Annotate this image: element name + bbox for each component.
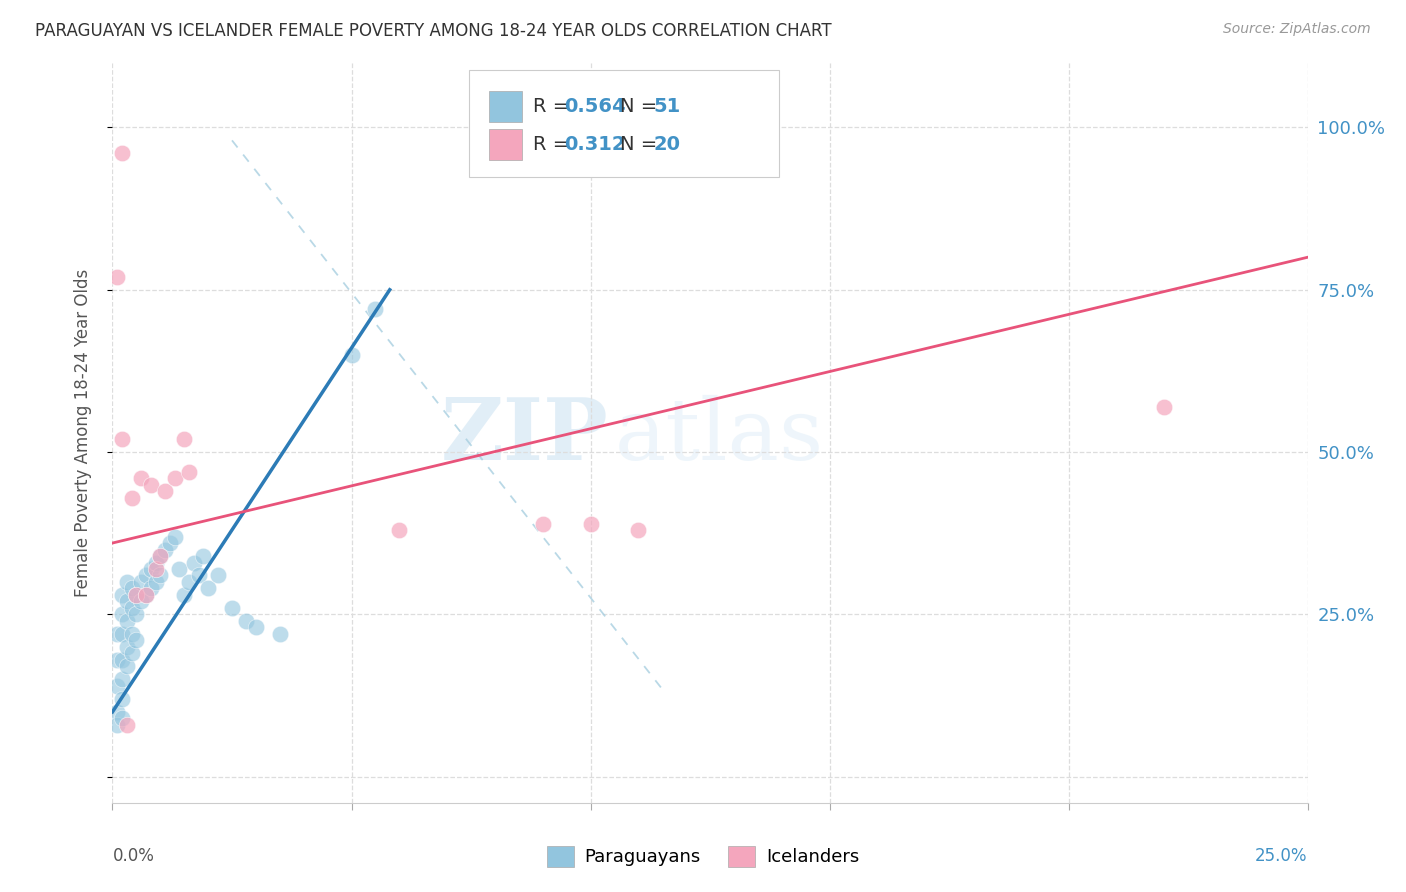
Text: 0.0%: 0.0% <box>112 847 155 865</box>
Point <box>627 523 650 537</box>
Point <box>153 542 176 557</box>
Point <box>129 574 152 589</box>
Y-axis label: Female Poverty Among 18-24 Year Olds: Female Poverty Among 18-24 Year Olds <box>73 268 91 597</box>
Text: atlas: atlas <box>614 395 824 478</box>
Point <box>340 348 363 362</box>
Point <box>139 477 162 491</box>
Point <box>187 568 209 582</box>
Point <box>129 594 152 608</box>
Point <box>115 574 138 589</box>
Text: 0.564: 0.564 <box>564 96 626 116</box>
Point <box>105 718 128 732</box>
Point <box>125 633 148 648</box>
Point <box>173 588 195 602</box>
Text: N =: N = <box>620 135 664 154</box>
Point <box>111 673 134 687</box>
Point <box>121 647 143 661</box>
Point <box>145 556 167 570</box>
Point <box>111 627 134 641</box>
Text: 51: 51 <box>654 96 681 116</box>
Point <box>139 562 162 576</box>
Point <box>183 556 205 570</box>
Point <box>111 588 134 602</box>
Point <box>121 582 143 596</box>
Point <box>159 536 181 550</box>
Point <box>579 516 602 531</box>
Point <box>111 711 134 725</box>
Point <box>125 588 148 602</box>
Point <box>163 471 186 485</box>
Point <box>125 607 148 622</box>
Point <box>125 588 148 602</box>
Text: N =: N = <box>620 96 664 116</box>
Point <box>149 549 172 563</box>
Point <box>193 549 215 563</box>
Text: Source: ZipAtlas.com: Source: ZipAtlas.com <box>1223 22 1371 37</box>
Point <box>207 568 229 582</box>
Point <box>169 562 191 576</box>
Point <box>115 594 138 608</box>
Point <box>135 588 157 602</box>
Point <box>149 549 172 563</box>
Text: 25.0%: 25.0% <box>1256 847 1308 865</box>
Point <box>177 574 200 589</box>
Text: 20: 20 <box>654 135 681 154</box>
Point <box>531 516 554 531</box>
Point <box>139 582 162 596</box>
Text: PARAGUAYAN VS ICELANDER FEMALE POVERTY AMONG 18-24 YEAR OLDS CORRELATION CHART: PARAGUAYAN VS ICELANDER FEMALE POVERTY A… <box>35 22 832 40</box>
Point <box>105 705 128 719</box>
Point <box>111 607 134 622</box>
Text: R =: R = <box>533 135 575 154</box>
Point <box>111 432 134 446</box>
FancyBboxPatch shape <box>468 70 779 178</box>
Point <box>269 627 291 641</box>
Point <box>129 471 152 485</box>
Point <box>235 614 257 628</box>
Point <box>111 146 134 161</box>
Point <box>245 620 267 634</box>
Point <box>115 640 138 654</box>
Point <box>197 582 219 596</box>
Point <box>121 601 143 615</box>
Point <box>388 523 411 537</box>
Point <box>105 679 128 693</box>
Point <box>115 614 138 628</box>
Point <box>105 627 128 641</box>
Point <box>163 529 186 543</box>
Point <box>135 588 157 602</box>
Point <box>121 627 143 641</box>
FancyBboxPatch shape <box>489 129 523 161</box>
Text: ZIP: ZIP <box>440 394 609 478</box>
Point <box>145 574 167 589</box>
Point <box>153 484 176 499</box>
Point <box>364 302 387 317</box>
Point <box>121 491 143 505</box>
Point <box>221 601 243 615</box>
Legend: Paraguayans, Icelanders: Paraguayans, Icelanders <box>540 838 866 874</box>
Point <box>1153 400 1175 414</box>
Text: R =: R = <box>533 96 575 116</box>
Point <box>149 568 172 582</box>
Point <box>115 659 138 673</box>
Text: 0.312: 0.312 <box>564 135 626 154</box>
Point <box>111 692 134 706</box>
Point <box>115 718 138 732</box>
Point <box>173 432 195 446</box>
Point <box>145 562 167 576</box>
Point <box>105 269 128 284</box>
Point <box>135 568 157 582</box>
Point <box>105 653 128 667</box>
Point <box>177 465 200 479</box>
FancyBboxPatch shape <box>489 91 523 121</box>
Point <box>111 653 134 667</box>
